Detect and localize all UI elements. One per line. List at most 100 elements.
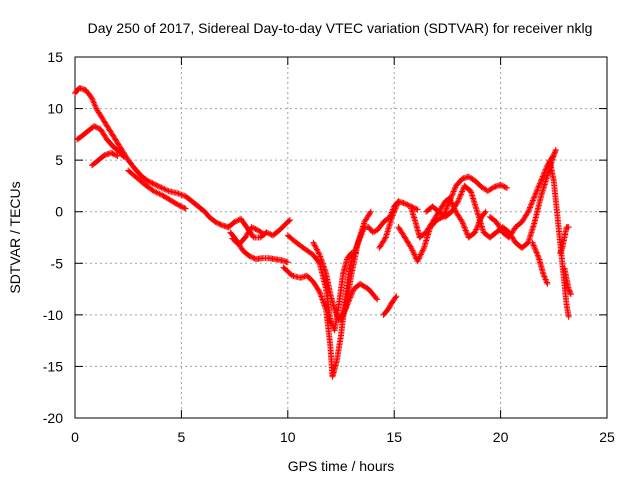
y-axis-label: SDTVAR / TECUs — [7, 181, 23, 293]
data-point — [316, 250, 323, 257]
data-point — [360, 227, 367, 234]
data-point — [120, 154, 127, 161]
data-point — [533, 187, 540, 194]
series-trace-m — [380, 293, 400, 318]
data-point — [347, 293, 354, 300]
data-point — [343, 302, 350, 309]
data-point — [374, 296, 381, 303]
data-point — [150, 188, 157, 195]
data-point — [320, 299, 327, 306]
data-point — [436, 215, 443, 222]
data-point — [458, 217, 465, 224]
data-point — [351, 249, 358, 256]
data-point — [284, 259, 291, 266]
data-point — [144, 177, 151, 184]
data-point — [251, 225, 258, 232]
data-point — [532, 190, 539, 197]
data-point — [447, 197, 454, 204]
data-point — [342, 307, 349, 314]
data-point — [349, 252, 356, 259]
data-point — [404, 201, 411, 208]
data-point — [285, 217, 292, 224]
data-point — [149, 180, 156, 187]
data-point — [450, 188, 457, 195]
data-point — [542, 166, 549, 173]
data-point — [179, 192, 186, 199]
data-point — [349, 290, 356, 297]
data-point — [91, 123, 98, 130]
data-point — [182, 205, 189, 212]
data-point — [542, 276, 549, 283]
data-point — [419, 247, 426, 254]
data-point — [232, 218, 239, 225]
data-point — [458, 189, 465, 196]
data-point — [180, 204, 187, 211]
data-point — [393, 202, 400, 209]
data-point — [146, 179, 153, 186]
data-point — [459, 187, 466, 194]
data-point — [312, 243, 319, 250]
data-point — [543, 277, 550, 284]
data-point — [533, 248, 540, 255]
data-point — [89, 95, 96, 102]
data-point — [327, 317, 334, 324]
series-trace-p — [408, 195, 489, 241]
data-point — [533, 189, 540, 196]
data-point — [89, 96, 96, 103]
data-point — [540, 270, 547, 277]
data-point — [90, 98, 97, 105]
data-point — [319, 296, 326, 303]
data-point — [461, 224, 468, 231]
data-point — [500, 183, 507, 190]
data-point — [114, 153, 121, 160]
data-point — [529, 197, 536, 204]
data-point — [313, 246, 320, 253]
data-point — [351, 247, 358, 254]
data-point — [419, 248, 426, 255]
data-point — [416, 254, 423, 261]
data-point — [442, 208, 449, 215]
data-point — [557, 248, 564, 255]
data-point — [410, 250, 417, 257]
data-point — [252, 226, 259, 233]
data-point — [164, 187, 171, 194]
data-point — [481, 209, 488, 216]
data-point — [459, 219, 466, 226]
data-point — [349, 253, 356, 260]
y-tick-label: 10 — [47, 101, 63, 117]
data-point — [339, 312, 346, 319]
series-trace-v — [557, 224, 572, 256]
y-tick-label: -10 — [43, 307, 63, 323]
data-point — [455, 196, 462, 203]
data-point — [408, 246, 415, 253]
data-point — [174, 190, 181, 197]
data-point — [418, 250, 425, 257]
data-point — [154, 182, 161, 189]
data-point — [455, 198, 462, 205]
data-point — [358, 230, 365, 237]
data-point — [448, 199, 455, 206]
data-point — [543, 279, 550, 286]
data-point — [150, 180, 157, 187]
data-marks — [72, 84, 574, 380]
y-tick-label: -15 — [43, 358, 63, 374]
data-point — [249, 224, 256, 231]
data-point — [349, 288, 356, 295]
data-point — [231, 219, 238, 226]
x-tick-label: 15 — [386, 429, 402, 445]
data-point — [353, 243, 360, 250]
data-point — [552, 146, 559, 153]
data-point — [108, 149, 115, 156]
data-point — [250, 254, 257, 261]
data-point — [411, 251, 418, 258]
data-point — [176, 202, 183, 209]
data-point — [344, 301, 351, 308]
data-point — [463, 228, 470, 235]
data-point — [389, 213, 396, 220]
data-point — [420, 246, 427, 253]
data-point — [532, 191, 539, 198]
data-point — [373, 295, 380, 302]
data-point — [358, 231, 365, 238]
data-point — [390, 209, 397, 216]
data-point — [454, 199, 461, 206]
